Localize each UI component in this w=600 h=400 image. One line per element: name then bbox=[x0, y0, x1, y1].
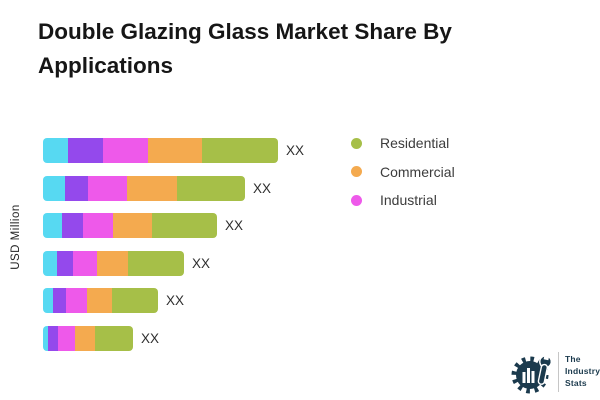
bar-value-label: XX bbox=[141, 331, 160, 346]
bar-segment bbox=[152, 213, 217, 238]
bar-segment bbox=[48, 326, 58, 351]
bar-segment bbox=[113, 213, 152, 238]
stacked-bar bbox=[43, 213, 217, 238]
bar-segment bbox=[148, 138, 202, 163]
bar-segment bbox=[43, 213, 62, 238]
bar-segment bbox=[43, 138, 68, 163]
gear-wrench-icon bbox=[511, 353, 553, 394]
bar-segment bbox=[65, 176, 88, 201]
legend-label: Commercial bbox=[380, 163, 455, 180]
logo-line-3: Stats bbox=[565, 377, 587, 388]
bar-segment bbox=[43, 251, 57, 276]
stacked-bar bbox=[43, 176, 245, 201]
legend-item: Commercial bbox=[351, 163, 455, 181]
bar-value-label: XX bbox=[286, 143, 305, 158]
bar-segment bbox=[127, 176, 177, 201]
bar-row: XX bbox=[43, 288, 184, 313]
brand-logo: The Industry Stats bbox=[511, 349, 600, 395]
bar-segment bbox=[57, 251, 73, 276]
stacked-bar bbox=[43, 288, 158, 313]
legend-dot-icon bbox=[351, 166, 362, 177]
bar-segment bbox=[88, 176, 127, 201]
legend-dot-icon bbox=[351, 194, 362, 206]
legend-dot-icon bbox=[351, 137, 362, 149]
bar-value-label: XX bbox=[192, 256, 211, 271]
bar-row: XX bbox=[43, 138, 304, 163]
chart-title: Double Glazing Glass Market Share By App… bbox=[38, 19, 452, 78]
bar-row: XX bbox=[43, 176, 271, 201]
bar-segment bbox=[43, 326, 48, 351]
legend: Residential Commercial Industrial bbox=[351, 134, 455, 220]
bar-segment bbox=[62, 213, 83, 238]
bar-row: XX bbox=[43, 251, 210, 276]
bar-segment bbox=[83, 213, 113, 238]
bar-segment bbox=[177, 176, 245, 201]
bar-row: XX bbox=[43, 326, 159, 351]
logo-divider bbox=[558, 352, 559, 392]
bar-segment bbox=[66, 288, 87, 313]
bar-row: XX bbox=[43, 213, 243, 238]
logo-line-1: The bbox=[565, 354, 581, 365]
bar-segment bbox=[75, 326, 95, 351]
bar-segment bbox=[68, 138, 103, 163]
legend-label: Industrial bbox=[380, 192, 437, 208]
bar-segment bbox=[112, 288, 158, 313]
bar-segment bbox=[103, 138, 148, 163]
logo-line-2: Industry bbox=[565, 366, 600, 377]
logo-text: The Industry Stats bbox=[565, 354, 600, 390]
bar-segment bbox=[128, 251, 184, 276]
bar-value-label: XX bbox=[225, 218, 244, 233]
bar-segment bbox=[73, 251, 97, 276]
bar-segment bbox=[43, 288, 53, 313]
stacked-bar bbox=[43, 138, 278, 163]
stacked-bar bbox=[43, 326, 133, 351]
stacked-bar bbox=[43, 251, 184, 276]
bar-segment bbox=[202, 138, 278, 163]
bar-segment bbox=[95, 326, 133, 351]
legend-item: Residential bbox=[351, 134, 455, 152]
bar-segment bbox=[53, 288, 66, 313]
bar-segment bbox=[97, 251, 128, 276]
bar-value-label: XX bbox=[166, 293, 185, 308]
bar-segment bbox=[43, 176, 65, 201]
legend-label: Residential bbox=[380, 135, 450, 151]
bar-segment bbox=[87, 288, 112, 313]
bar-segment bbox=[58, 326, 75, 351]
bar-value-label: XX bbox=[253, 181, 272, 196]
legend-item: Industrial bbox=[351, 191, 455, 209]
